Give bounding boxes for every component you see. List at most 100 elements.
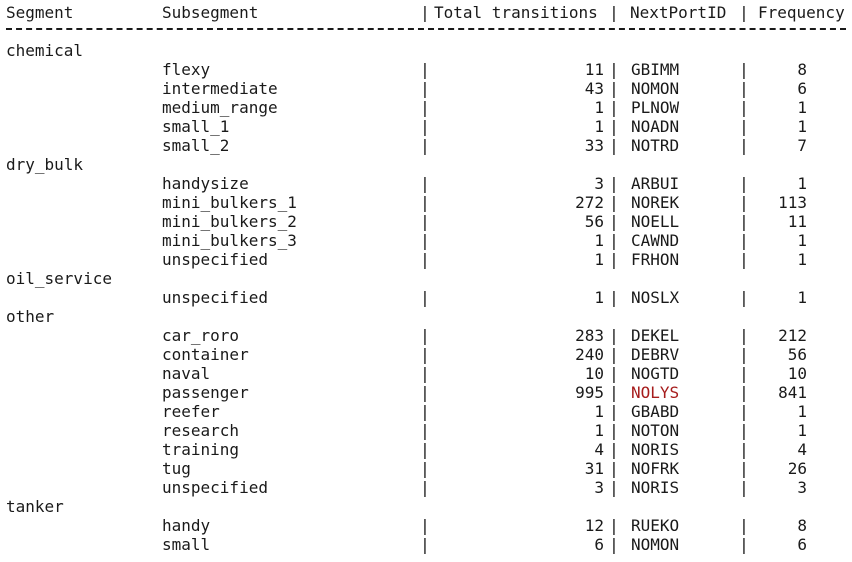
column-separator: | [739,288,749,307]
header-frequency: Frequency [758,3,845,22]
column-separator: | [609,326,619,345]
subsegment-cell: unspecified [162,250,268,269]
column-separator: | [609,535,619,554]
table-row: car_roro | 283 | DEKEL | 212 [0,326,852,345]
next-port-id-cell: DEKEL [631,326,680,345]
column-separator: | [609,250,619,269]
column-separator: | [739,478,749,497]
column-separator: | [420,478,430,497]
column-separator: | [739,402,749,421]
subsegment-cell: unspecified [162,478,268,497]
subsegment-cell: car_roro [162,326,240,345]
next-port-id-cell: DEBRV [631,345,680,364]
column-separator: | [420,402,430,421]
subsegment-cell: small_2 [162,136,230,155]
segment-label: chemical [6,41,84,60]
column-separator: | [739,60,749,79]
column-separator: | [739,326,749,345]
total-transitions-cell: 3 [594,174,604,193]
column-separator: | [609,193,619,212]
segment-row: dry_bulk [0,155,852,174]
next-port-id-cell: NORIS [631,440,680,459]
column-separator: | [609,98,619,117]
header-segment: Segment [6,3,74,22]
column-separator: | [609,421,619,440]
column-separator: | [739,383,749,402]
table-row: medium_range | 1 | PLNOW | 1 [0,98,852,117]
total-transitions-cell: 6 [594,535,604,554]
column-separator: | [739,231,749,250]
next-port-id-cell: NOLYS [631,383,680,402]
column-separator: | [420,3,430,22]
column-separator: | [609,345,619,364]
table-row: intermediate | 43 | NOMON | 6 [0,79,852,98]
frequency-cell: 4 [797,440,807,459]
frequency-cell: 26 [787,459,807,478]
subsegment-cell: handy [162,516,211,535]
total-transitions-cell: 56 [584,212,604,231]
column-separator: | [739,364,749,383]
table-row: unspecified | 1 | FRHON | 1 [0,250,852,269]
frequency-cell: 1 [797,117,807,136]
table-row: naval | 10 | NOGTD | 10 [0,364,852,383]
frequency-cell: 1 [797,231,807,250]
total-transitions-cell: 283 [575,326,604,345]
column-separator: | [420,193,430,212]
subsegment-cell: reefer [162,402,220,421]
next-port-id-cell: ARBUI [631,174,680,193]
table-row: reefer | 1 | GBABD | 1 [0,402,852,421]
subsegment-cell: medium_range [162,98,278,117]
column-separator: | [420,516,430,535]
header-divider [6,28,846,30]
frequency-cell: 11 [787,212,807,231]
next-port-id-cell: NOGTD [631,364,680,383]
segment-row: oil_service [0,269,852,288]
total-transitions-cell: 1 [594,117,604,136]
column-separator: | [420,421,430,440]
total-transitions-cell: 11 [584,60,604,79]
column-separator: | [420,60,430,79]
column-separator: | [609,79,619,98]
table-row: mini_bulkers_1 | 272 | NOREK | 113 [0,193,852,212]
subsegment-cell: unspecified [162,288,268,307]
segment-label: tanker [6,497,64,516]
column-separator: | [420,79,430,98]
column-separator: | [739,459,749,478]
column-separator: | [609,60,619,79]
total-transitions-cell: 1 [594,402,604,421]
next-port-id-cell: NOADN [631,117,680,136]
column-separator: | [739,117,749,136]
total-transitions-cell: 1 [594,250,604,269]
frequency-cell: 10 [787,364,807,383]
column-separator: | [739,212,749,231]
table-row: handysize | 3 | ARBUI | 1 [0,174,852,193]
column-separator: | [420,459,430,478]
column-separator: | [739,440,749,459]
frequency-cell: 8 [797,60,807,79]
next-port-id-cell: RUEKO [631,516,680,535]
subsegment-cell: research [162,421,240,440]
frequency-cell: 1 [797,402,807,421]
frequency-cell: 56 [787,345,807,364]
subsegment-cell: training [162,440,240,459]
table-row: small_1 | 1 | NOADN | 1 [0,117,852,136]
next-port-id-cell: NOTON [631,421,680,440]
column-separator: | [609,212,619,231]
total-transitions-cell: 33 [584,136,604,155]
total-transitions-cell: 10 [584,364,604,383]
table-row: unspecified | 1 | NOSLX | 1 [0,288,852,307]
subsegment-cell: tug [162,459,191,478]
frequency-cell: 6 [797,79,807,98]
next-port-id-cell: NOELL [631,212,680,231]
next-port-id-cell: CAWND [631,231,680,250]
column-separator: | [609,3,619,22]
column-separator: | [420,440,430,459]
table-row: flexy | 11 | GBIMM | 8 [0,60,852,79]
frequency-cell: 1 [797,288,807,307]
table-row: container | 240 | DEBRV | 56 [0,345,852,364]
column-separator: | [739,174,749,193]
table-row: tug | 31 | NOFRK | 26 [0,459,852,478]
frequency-cell: 1 [797,98,807,117]
column-separator: | [739,250,749,269]
column-separator: | [420,288,430,307]
